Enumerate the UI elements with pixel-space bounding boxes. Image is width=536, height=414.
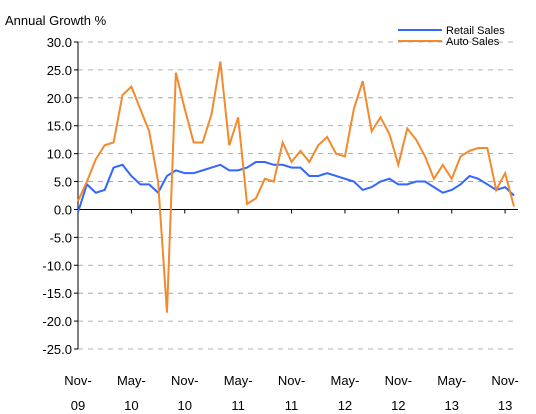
- y-tick-label: -15.0: [42, 286, 72, 301]
- y-tick-label: -25.0: [42, 342, 72, 357]
- x-tick-label: Nov-09: [64, 373, 91, 413]
- y-tick-label: 15.0: [47, 119, 72, 134]
- x-tick-label: Nov-12: [385, 373, 412, 413]
- line-series: [77, 61, 515, 313]
- y-tick-label: 30.0: [47, 35, 72, 50]
- x-tick-label: May-11: [224, 373, 253, 413]
- y-tick-label: 25.0: [47, 63, 72, 78]
- x-tick-label: May-12: [330, 373, 359, 413]
- y-tick-label: 0.0: [54, 202, 72, 217]
- line-series: [77, 161, 515, 213]
- x-tick-label: Nov-13: [491, 373, 518, 413]
- y-tick-label: 20.0: [47, 91, 72, 106]
- legend-label: Auto Sales: [446, 36, 500, 48]
- chart-title: Annual Growth %: [5, 13, 107, 28]
- y-tick-label: -20.0: [42, 314, 72, 329]
- y-tick-label: 5.0: [54, 175, 72, 190]
- x-tick-label: May-10: [117, 373, 146, 413]
- y-tick-label: 10.0: [47, 147, 72, 162]
- x-tick-label: Nov-11: [278, 373, 305, 413]
- y-tick-label: -5.0: [50, 230, 72, 245]
- x-tick-label: May-13: [437, 373, 466, 413]
- x-tick-label: Nov-10: [171, 373, 198, 413]
- legend-label: Retail Sales: [446, 25, 505, 37]
- y-tick-label: -10.0: [42, 258, 72, 273]
